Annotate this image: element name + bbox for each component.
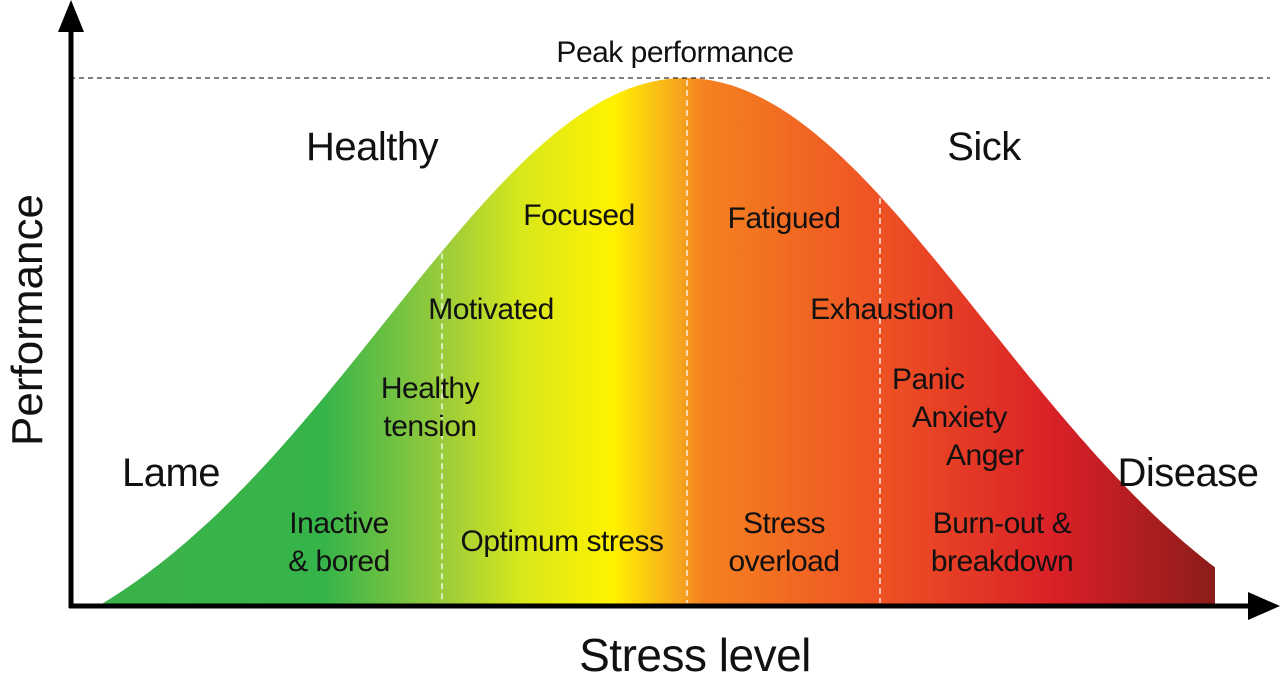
lame-label: Lame [121,451,221,495]
line: breakdown [930,545,1074,578]
line: Healthy [380,372,480,405]
focused-label: Focused [523,199,635,232]
line: tension [383,410,477,443]
y-axis-arrow-icon [58,0,84,32]
peak-label: Peak performance [556,36,794,69]
healthy-tension-label: Healthy tension [380,370,480,446]
line: Stress [742,507,826,540]
line: Panic [892,363,965,396]
zone-optimum-stress: Optimum stress [460,523,664,561]
disease-label: Disease [1117,451,1259,495]
sick-label: Sick [947,125,1021,169]
line: Anxiety [912,401,1007,434]
zone-burnout-breakdown: Burn-out & breakdown [930,505,1074,581]
zone-inactive-bored: Inactive & bored [288,505,390,581]
line: Optimum stress [460,525,664,558]
line: Inactive [289,507,389,540]
line: overload [728,545,840,578]
fatigued-label: Fatigued [727,202,841,235]
performance-curve [100,78,1215,605]
line: Anger [946,439,1024,472]
x-axis-arrow-icon [1248,592,1280,620]
y-axis-label: Performance [3,194,52,446]
motivated-label: Motivated [428,293,554,326]
panic-anxiety-anger-label: Panic Anxiety Anger [892,361,1024,475]
line: & bored [288,545,390,578]
line: Burn-out & [932,507,1072,540]
exhaustion-label: Exhaustion [810,293,954,326]
healthy-label: Healthy [305,125,439,169]
zone-stress-overload: Stress overload [728,505,840,581]
x-axis-label: Stress level [579,629,811,681]
